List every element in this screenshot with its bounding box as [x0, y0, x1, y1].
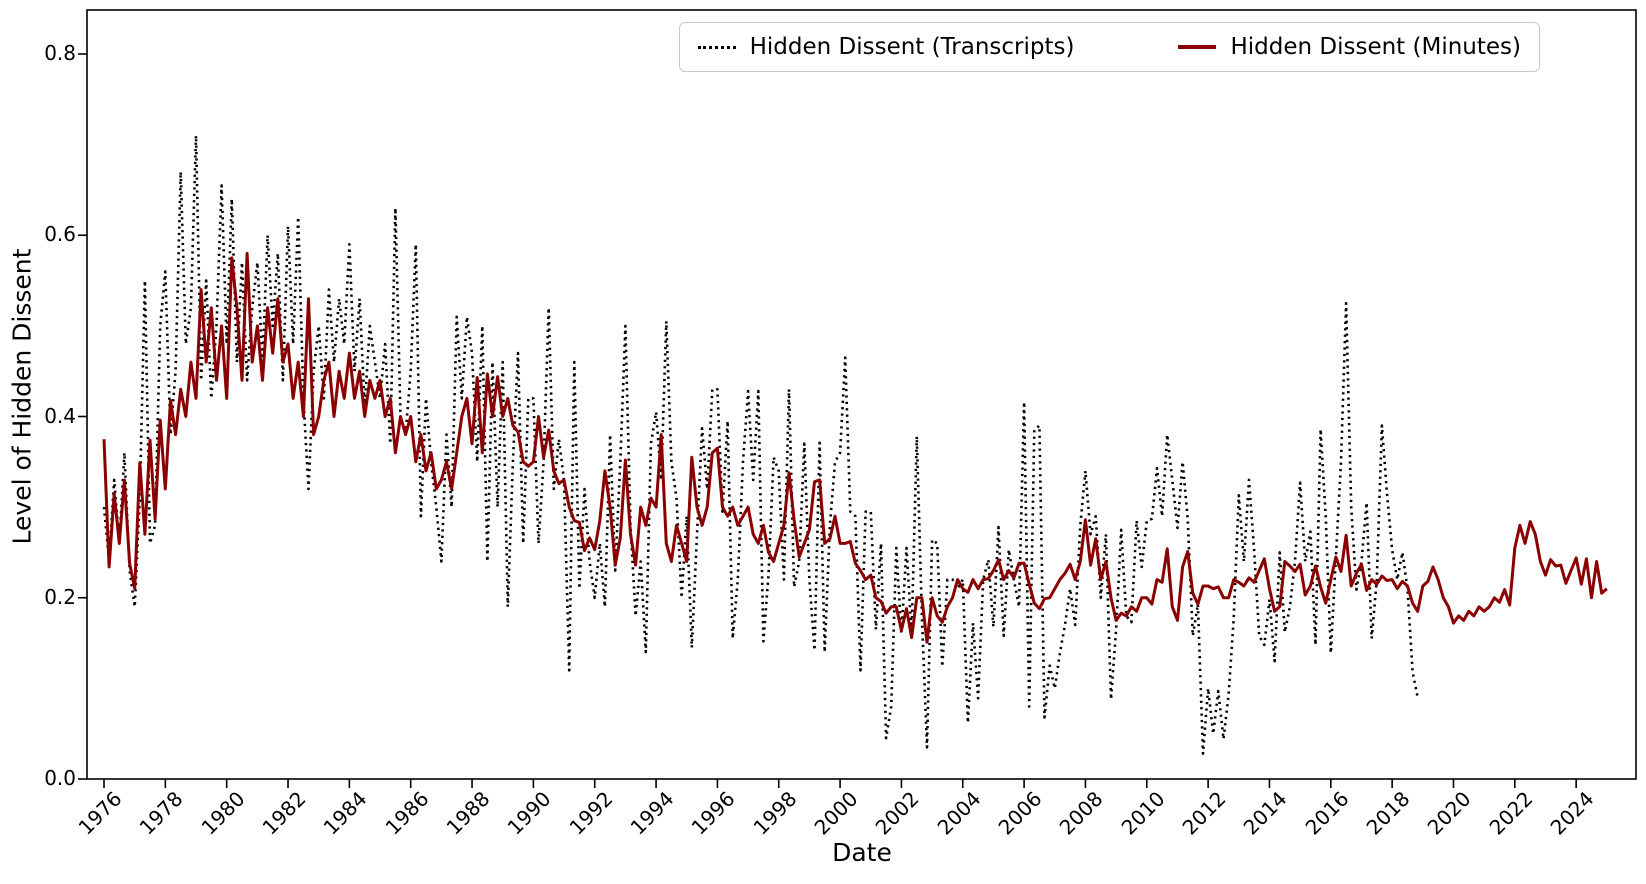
legend-entry-minutes: Hidden Dissent (Minutes)	[1178, 34, 1521, 60]
y-tick-label: 0.2	[44, 584, 76, 609]
x-axis-title: Date	[832, 838, 892, 867]
dotted-line-sample-icon	[697, 45, 736, 49]
legend: Hidden Dissent (Transcripts) Hidden Diss…	[678, 22, 1540, 72]
y-tick-label: 0.0	[44, 766, 76, 790]
y-tick-label: 0.4	[44, 403, 76, 428]
solid-line-sample-icon	[1178, 45, 1217, 49]
y-tick-label: 0.8	[44, 41, 76, 65]
legend-label-transcripts: Hidden Dissent (Transcripts)	[749, 34, 1075, 60]
y-tick-label: 0.6	[44, 222, 76, 247]
legend-entry-transcripts: Hidden Dissent (Transcripts)	[697, 34, 1075, 60]
plot-border	[86, 9, 1637, 780]
y-axis-title: Level of Hidden Dissent	[7, 248, 37, 545]
series-minutes-line	[102, 251, 1608, 644]
series-transcripts-line	[102, 134, 1419, 755]
legend-label-minutes: Hidden Dissent (Minutes)	[1230, 34, 1521, 60]
